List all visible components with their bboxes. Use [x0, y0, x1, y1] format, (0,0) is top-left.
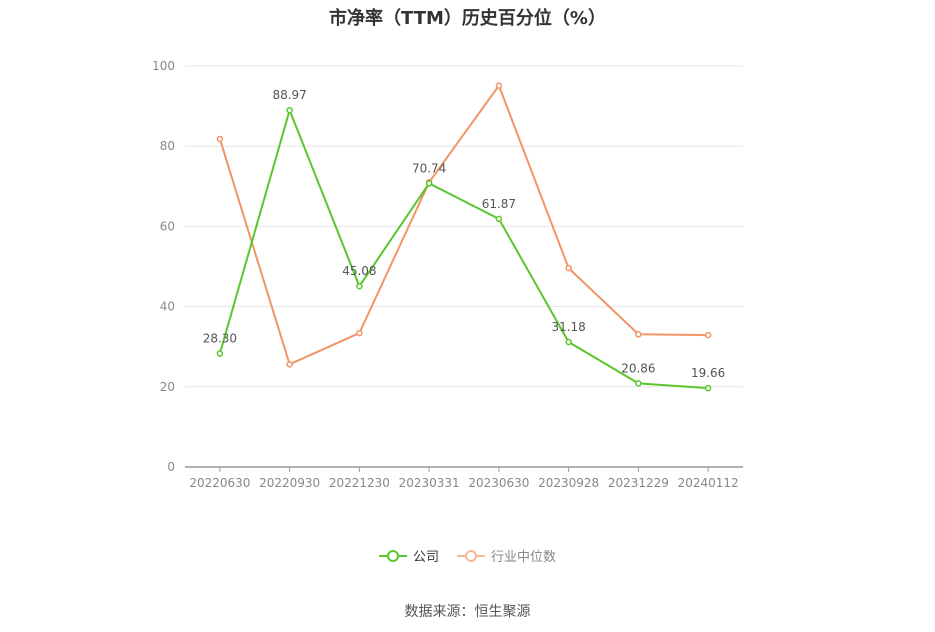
x-tick-label: 20240112: [678, 476, 739, 490]
data-label: 31.18: [551, 320, 585, 334]
data-point-company: [216, 350, 224, 357]
data-point-industry-median: [356, 329, 363, 337]
data-point-company: [356, 282, 363, 290]
series-line-company: [218, 109, 709, 390]
data-label: 19.66: [691, 366, 725, 380]
legend-label-industry-median: 行业中位数: [491, 550, 557, 565]
data-point-industry-median: [565, 264, 572, 272]
series-line-industry-median: [218, 84, 709, 366]
source-note: 数据来源：恒生聚源: [404, 604, 531, 620]
legend-marker-company-icon: [378, 549, 407, 562]
data-point-industry-median: [495, 82, 503, 89]
data-label: 88.97: [272, 88, 306, 102]
data-point-industry-median: [216, 135, 224, 143]
y-tick-label: 80: [160, 139, 175, 153]
data-point-industry-median: [286, 361, 293, 368]
x-tick-label: 20221230: [329, 476, 390, 490]
x-tick-label: 20220630: [189, 476, 250, 490]
x-tick-label: 20230630: [468, 476, 529, 490]
data-point-company: [425, 180, 433, 187]
data-label: 20.86: [621, 361, 655, 375]
data-point-company: [565, 338, 572, 346]
legend: 公司 行业中位数: [0, 546, 935, 565]
y-tick-label: 40: [160, 300, 175, 314]
legend-item-industry-median[interactable]: 行业中位数: [457, 546, 556, 565]
legend-label-company: 公司: [412, 550, 439, 565]
y-tick-label: 0: [167, 460, 175, 474]
legend-marker-industry-icon: [457, 549, 485, 562]
data-point-company: [704, 384, 712, 392]
x-tick-label: 20230331: [399, 476, 460, 490]
data-label: 61.87: [482, 197, 516, 211]
chart-title: 市净率（TTM）历史百分位（%）: [329, 8, 606, 29]
data-point-industry-median: [704, 331, 712, 339]
data-point-industry-median: [635, 331, 642, 338]
data-point-company: [495, 215, 503, 223]
data-point-company: [635, 380, 642, 387]
data-point-company: [286, 106, 293, 114]
legend-item-company[interactable]: 公司: [378, 546, 439, 565]
data-label: 28.30: [203, 332, 237, 346]
y-tick-label: 60: [160, 219, 175, 233]
x-tick-label: 20230928: [538, 476, 599, 490]
data-label: 45.08: [342, 264, 376, 278]
x-tick-label: 20220930: [259, 476, 320, 490]
data-label: 70.74: [412, 161, 446, 175]
y-tick-label: 20: [160, 380, 175, 394]
y-tick-label: 100: [152, 59, 175, 73]
x-tick-label: 20231229: [608, 476, 669, 490]
